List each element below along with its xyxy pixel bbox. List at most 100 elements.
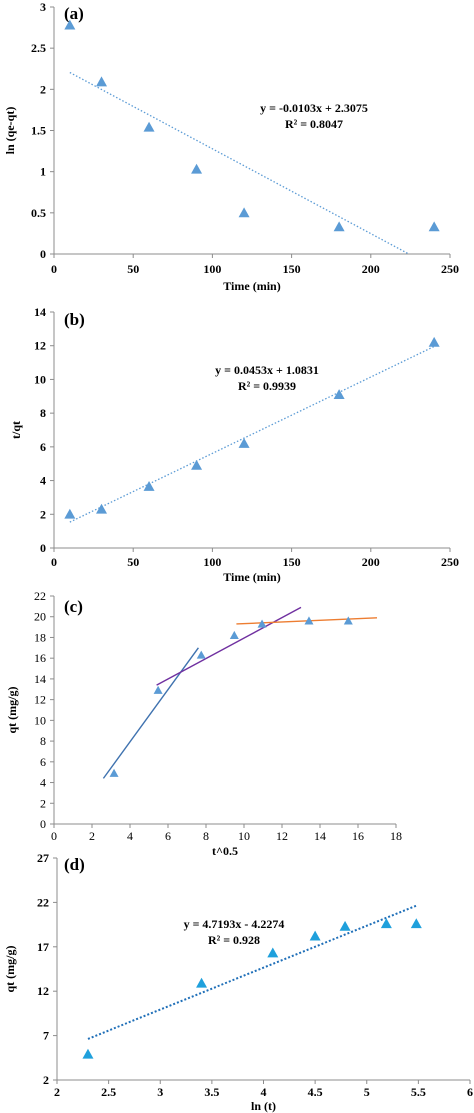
chart-d-x-axis-title: ln (t) (251, 1099, 276, 1113)
chart-a-r-squared: R² = 0.8047 (285, 117, 343, 131)
chart-c-x-tick-label: 2 (89, 829, 95, 843)
chart-c-x-tick-label: 10 (238, 829, 250, 843)
chart-c-y-axis-title: qt (mg/g) (5, 687, 19, 734)
chart-d-x-tick-label: 4.5 (308, 1085, 323, 1099)
chart-b-x-tick-label: 50 (127, 555, 139, 569)
chart-b-y-tick-label: 4 (40, 474, 46, 488)
chart-c-x-axis-title: t^0.5 (212, 844, 238, 858)
chart-c-x-tick-label: 8 (203, 829, 209, 843)
chart-b-x-tick-label: 0 (51, 555, 57, 569)
chart-b-y-tick-label: 12 (34, 339, 46, 353)
chart-a-y-tick-label: 1 (40, 165, 46, 179)
chart-b-x-tick-label: 250 (441, 555, 459, 569)
chart-d-data-point (380, 918, 392, 929)
chart-c-x-tick-label: 14 (314, 829, 326, 843)
chart-c-y-tick-label: 18 (34, 630, 46, 644)
chart-a: 0 50 100 150 200 250 0 0.5 1 1.5 2 2.5 3 Time (min) ln… (3, 0, 459, 293)
chart-d-x-tick-label: 3 (157, 1085, 163, 1099)
chart-d-equation: y = 4.7193x - 4.2274 (184, 917, 285, 931)
chart-c-y-tick-label: 6 (40, 755, 46, 769)
chart-a-x-tick-label: 250 (441, 262, 459, 276)
chart-d-y-tick-label: 22 (37, 895, 49, 909)
chart-c-y-tick-label: 16 (34, 651, 46, 665)
chart-c-data-point (304, 616, 314, 625)
chart-b-equation: y = 0.0453x + 1.0831 (215, 363, 319, 377)
chart-a-y-tick-label: 0 (40, 247, 46, 261)
chart-c-fit-segment-1 (102, 647, 199, 779)
chart-d-y-tick-label: 12 (37, 984, 49, 998)
chart-d-x-tick-label: 2 (54, 1085, 60, 1099)
chart-c-data-point (257, 619, 267, 628)
chart-d-data-point (196, 977, 208, 988)
chart-b-y-tick-label: 8 (40, 406, 46, 420)
chart-d-panel-label: (d) (64, 855, 85, 874)
chart-b-y-tick-label: 14 (34, 305, 46, 319)
chart-d-x-tick-label: 4 (261, 1085, 267, 1099)
chart-c-data-point (196, 650, 206, 659)
chart-a-data-point (96, 76, 108, 87)
chart-a-x-tick-label: 100 (203, 262, 221, 276)
chart-a-x-tick-label: 200 (362, 262, 380, 276)
chart-c-x-tick-label: 4 (127, 829, 133, 843)
chart-a-x-tick-label: 0 (51, 262, 57, 276)
chart-c-y-tick-label: 2 (40, 796, 46, 810)
chart-d-y-tick-label: 2 (43, 1073, 49, 1087)
chart-b-y-axis-title: t/qt (9, 421, 23, 439)
chart-c-y-tick-label: 0 (40, 817, 46, 831)
chart-a-y-tick-label: 1.5 (31, 124, 46, 138)
chart-c-x-tick-label: 0 (51, 829, 57, 843)
chart-a-trendline (69, 71, 410, 255)
chart-b-panel-label: (b) (64, 310, 85, 329)
chart-c: 0 2 4 6 8 10 12 14 16 18 0 2 4 6 8 10 12 14 16 18 20 22 t^0.5 q… (5, 589, 402, 858)
chart-d-data-point (309, 930, 321, 941)
chart-b-x-axis-title: Time (min) (223, 570, 280, 584)
chart-b: 0 50 100 150 200 250 0 2 4 6 8 10 12 14 Time (min) t/qt… (9, 305, 459, 584)
chart-d-x-tick-label: 6 (467, 1085, 473, 1099)
chart-a-data-point (64, 19, 76, 30)
chart-c-y-tick-label: 20 (34, 610, 46, 624)
chart-c-x-tick-label: 6 (165, 829, 171, 843)
chart-b-y-tick-label: 10 (34, 372, 46, 386)
chart-d-y-tick-label: 17 (37, 940, 49, 954)
chart-c-data-point (109, 768, 119, 777)
chart-a-x-axis-title: Time (min) (223, 279, 280, 293)
chart-a-data-point (191, 163, 203, 174)
chart-c-x-tick-label: 16 (352, 829, 364, 843)
chart-c-y-tick-label: 4 (40, 776, 46, 790)
chart-c-panel-label: (c) (64, 597, 83, 616)
chart-b-y-tick-label: 2 (40, 507, 46, 521)
chart-d-x-tick-label: 2.5 (101, 1085, 116, 1099)
chart-d-trendline (87, 904, 417, 1040)
chart-c-y-tick-label: 14 (34, 672, 46, 686)
chart-a-y-axis-title: ln (qe-qt) (3, 107, 17, 155)
chart-d-x-tick-label: 5.5 (411, 1085, 426, 1099)
chart-a-y-tick-label: 0.5 (31, 206, 46, 220)
chart-a-data-point (428, 221, 440, 232)
chart-a-x-tick-label: 50 (127, 262, 139, 276)
chart-d-data-point (267, 947, 279, 958)
chart-d-y-axis-title: qt (mg/g) (3, 946, 17, 993)
chart-d-x-tick-label: 3.5 (204, 1085, 219, 1099)
chart-c-data-point (229, 630, 239, 639)
chart-d-y-tick-label: 7 (43, 1029, 49, 1043)
chart-b-x-tick-label: 150 (283, 555, 301, 569)
chart-c-y-tick-label: 8 (40, 734, 46, 748)
chart-b-y-tick-label: 6 (40, 440, 46, 454)
chart-d-data-point (82, 1048, 94, 1059)
chart-a-y-tick-label: 2 (40, 82, 46, 96)
chart-c-y-tick-label: 12 (34, 693, 46, 707)
chart-a-y-tick-label: 2.5 (31, 41, 46, 55)
chart-b-trendline (69, 345, 435, 523)
chart-b-y-tick-label: 0 (40, 541, 46, 555)
chart-a-data-point (238, 207, 250, 218)
chart-c-y-tick-label: 10 (34, 713, 46, 727)
chart-c-x-tick-label: 18 (390, 829, 402, 843)
chart-b-data-point (238, 437, 250, 448)
chart-d-y-tick-label: 27 (37, 851, 49, 865)
chart-a-panel-label: (a) (64, 4, 84, 23)
chart-a-equation: y = -0.0103x + 2.3075 (260, 101, 368, 115)
chart-c-fit-segment-2 (156, 606, 302, 686)
chart-c-y-tick-label: 22 (34, 589, 46, 603)
